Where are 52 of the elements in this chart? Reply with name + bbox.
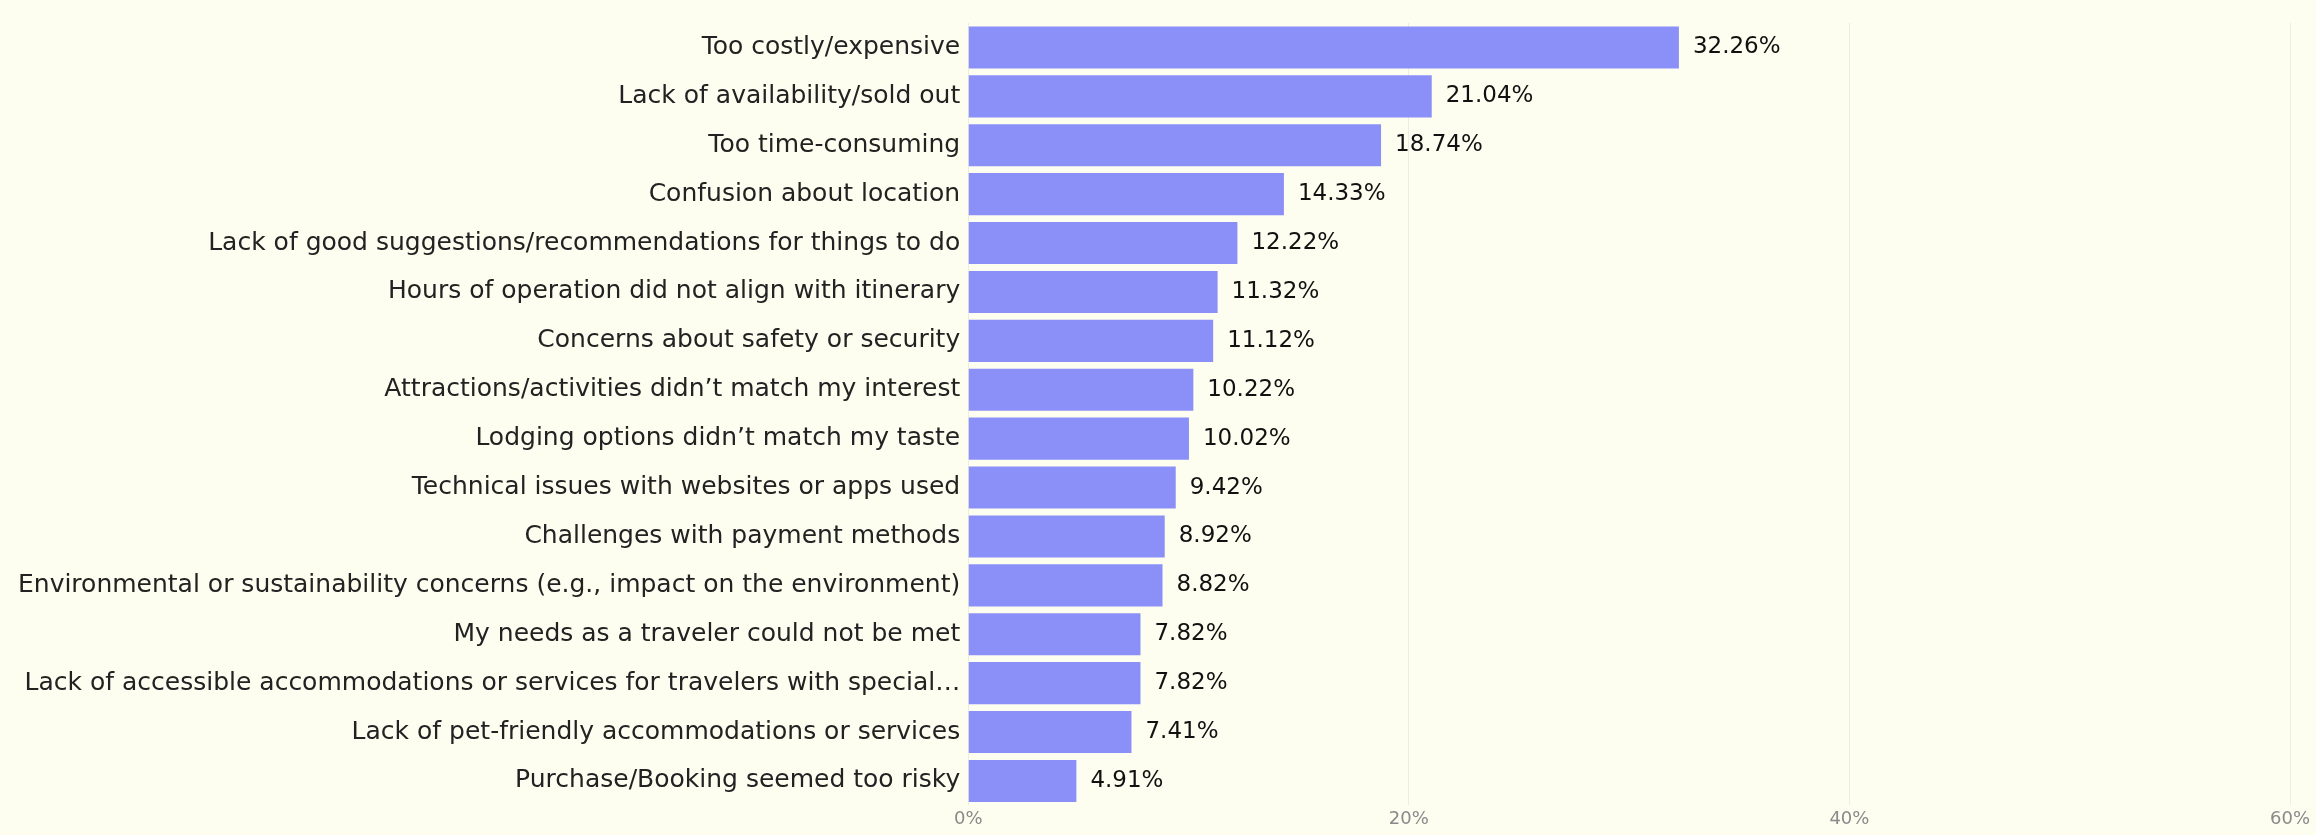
x-tick-label: 60%: [2269, 806, 2311, 828]
data-label: 14.33%: [1297, 179, 1386, 206]
data-label: 7.82%: [1154, 619, 1228, 646]
data-label: 7.41%: [1145, 717, 1219, 744]
bar: [968, 75, 1432, 118]
data-label: 21.04%: [1445, 81, 1534, 108]
y-tick-label: Concerns about safety or security: [537, 324, 961, 354]
bar: [968, 613, 1141, 656]
y-tick-label: Lack of accessible accommodations or services for travelers with special…: [24, 666, 961, 696]
bar: [968, 759, 1077, 802]
bar: [968, 417, 1189, 460]
data-label: 12.22%: [1251, 228, 1340, 255]
data-label: 9.42%: [1189, 472, 1263, 499]
data-label: 7.82%: [1154, 668, 1228, 695]
y-tick-label: Lack of availability/sold out: [618, 79, 961, 109]
y-tick-label: Attractions/activities didn’t match my interest: [384, 373, 961, 403]
bar: [968, 26, 1679, 69]
y-tick-label: Lack of good suggestions/recommendations for things to do: [208, 226, 961, 256]
bar: [968, 319, 1214, 362]
bar: [968, 124, 1382, 167]
y-tick-label: Lack of pet-friendly accommodations or services: [351, 715, 961, 745]
data-label: 8.92%: [1178, 521, 1252, 548]
data-label: 10.02%: [1202, 423, 1291, 450]
data-label: 4.91%: [1090, 765, 1164, 792]
bar: [968, 564, 1163, 607]
x-tick-label: 40%: [1829, 806, 1870, 828]
data-label: 8.82%: [1176, 570, 1250, 597]
bar: [968, 222, 1238, 265]
x-tick-label: 20%: [1388, 806, 1429, 828]
data-label: 18.74%: [1395, 130, 1483, 157]
bar: [968, 466, 1176, 509]
data-label: 32.26%: [1692, 32, 1781, 59]
bar: [968, 173, 1284, 216]
y-tick-label: Challenges with payment methods: [524, 519, 961, 549]
y-tick-label: Lodging options didn’t match my taste: [475, 422, 961, 452]
y-tick-label: Purchase/Booking seemed too risky: [515, 764, 961, 794]
data-label: 11.12%: [1227, 325, 1315, 352]
data-label: 10.22%: [1207, 374, 1296, 401]
bar: [968, 515, 1165, 558]
bar: [968, 270, 1218, 313]
y-tick-label: Confusion about location: [648, 177, 961, 207]
bar: [968, 711, 1132, 754]
y-tick-label: My needs as a traveler could not be met: [453, 617, 961, 647]
x-tick-label: 0%: [953, 806, 983, 828]
bar: [968, 662, 1141, 705]
y-tick-label: Hours of operation did not align with itinerary: [388, 275, 961, 305]
y-tick-label: Too time-consuming: [707, 128, 961, 158]
bar: [968, 368, 1194, 411]
y-tick-label: Environmental or sustainability concerns (e.g., impact on the environment): [17, 568, 961, 598]
y-tick-label: Too costly/expensive: [700, 30, 961, 60]
y-tick-label: Technical issues with websites or apps used: [410, 471, 961, 501]
data-label: 11.32%: [1231, 276, 1320, 303]
